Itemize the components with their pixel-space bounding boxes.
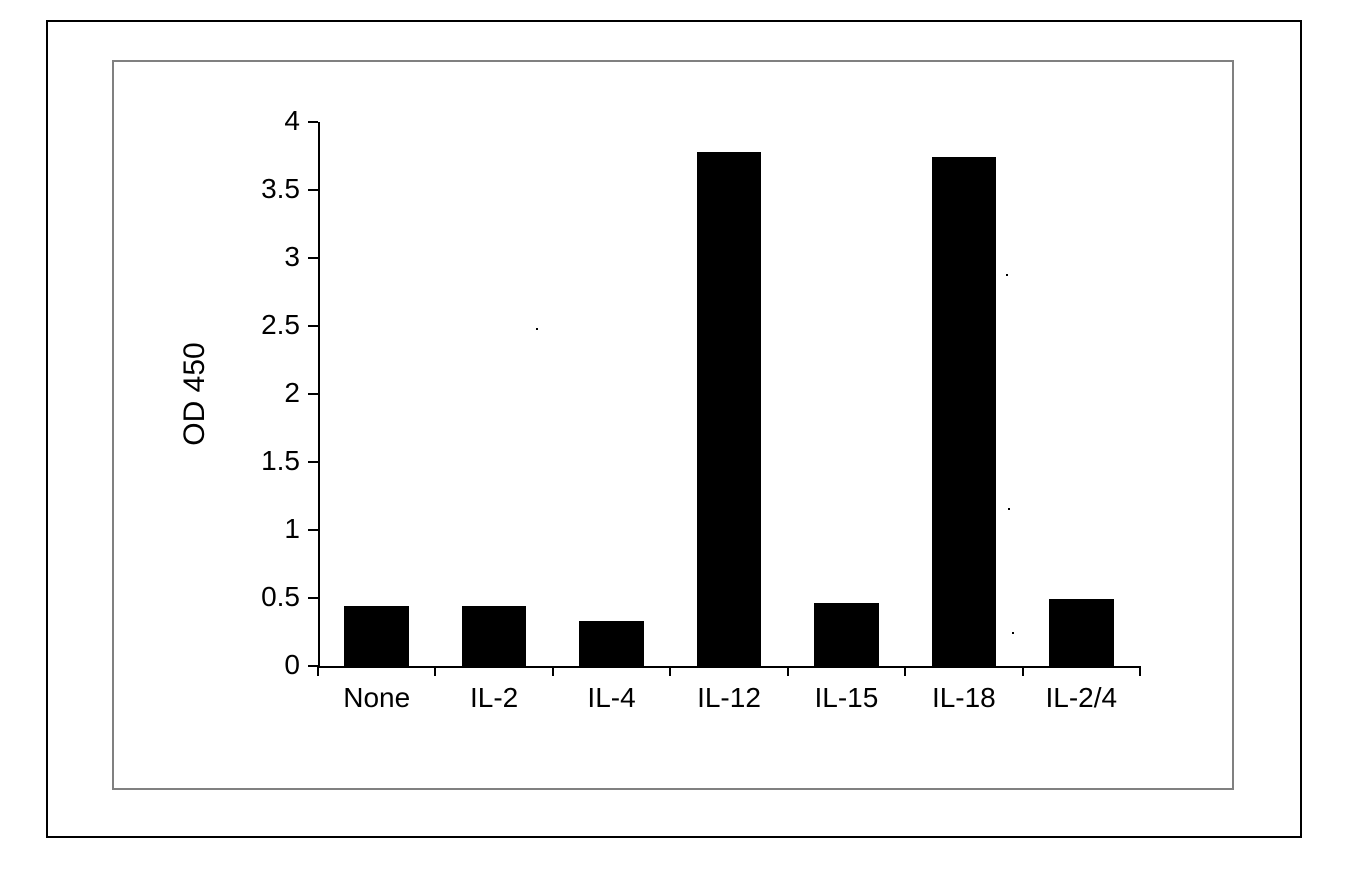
x-category-label: IL-2/4 (1023, 682, 1140, 714)
noise-dot (1006, 274, 1008, 276)
bar (814, 603, 879, 666)
y-tick-label: 4 (238, 105, 300, 137)
bar (344, 606, 409, 666)
y-tick (308, 325, 318, 327)
bar (462, 606, 527, 666)
bar (579, 621, 644, 666)
x-category-label: None (318, 682, 435, 714)
y-tick (308, 461, 318, 463)
noise-dot (536, 328, 538, 330)
x-tick (904, 666, 906, 676)
x-tick (1139, 666, 1141, 676)
y-tick-label: 0 (238, 649, 300, 681)
y-axis-title: OD 450 (178, 294, 218, 494)
y-tick (308, 257, 318, 259)
y-tick-label: 1 (238, 513, 300, 545)
x-category-label: IL-18 (905, 682, 1022, 714)
noise-dot (1008, 508, 1010, 510)
x-tick (1022, 666, 1024, 676)
x-category-label: IL-4 (553, 682, 670, 714)
y-tick (308, 529, 318, 531)
noise-dot (1012, 632, 1014, 634)
y-tick-label: 3.5 (238, 173, 300, 205)
y-tick (308, 393, 318, 395)
bar (1049, 599, 1114, 666)
y-tick-label: 2 (238, 377, 300, 409)
x-category-label: IL-15 (788, 682, 905, 714)
y-tick-label: 1.5 (238, 445, 300, 477)
x-tick (669, 666, 671, 676)
y-tick (308, 121, 318, 123)
y-tick-label: 0.5 (238, 581, 300, 613)
x-category-label: IL-2 (435, 682, 552, 714)
bar-chart: 0 0.5 1 1.5 2 2.5 3 3.5 4 OD 450 NoneIL-2IL-4IL-12… (0, 0, 1348, 872)
x-tick (434, 666, 436, 676)
x-category-label: IL-12 (670, 682, 787, 714)
x-tick (317, 666, 319, 676)
y-axis-line (318, 122, 320, 666)
bar (697, 152, 762, 666)
x-axis-line (318, 666, 1140, 668)
y-tick-label: 2.5 (238, 309, 300, 341)
bar (932, 157, 997, 666)
y-tick-label: 3 (238, 241, 300, 273)
y-tick (308, 597, 318, 599)
x-tick (552, 666, 554, 676)
x-tick (787, 666, 789, 676)
y-tick (308, 189, 318, 191)
